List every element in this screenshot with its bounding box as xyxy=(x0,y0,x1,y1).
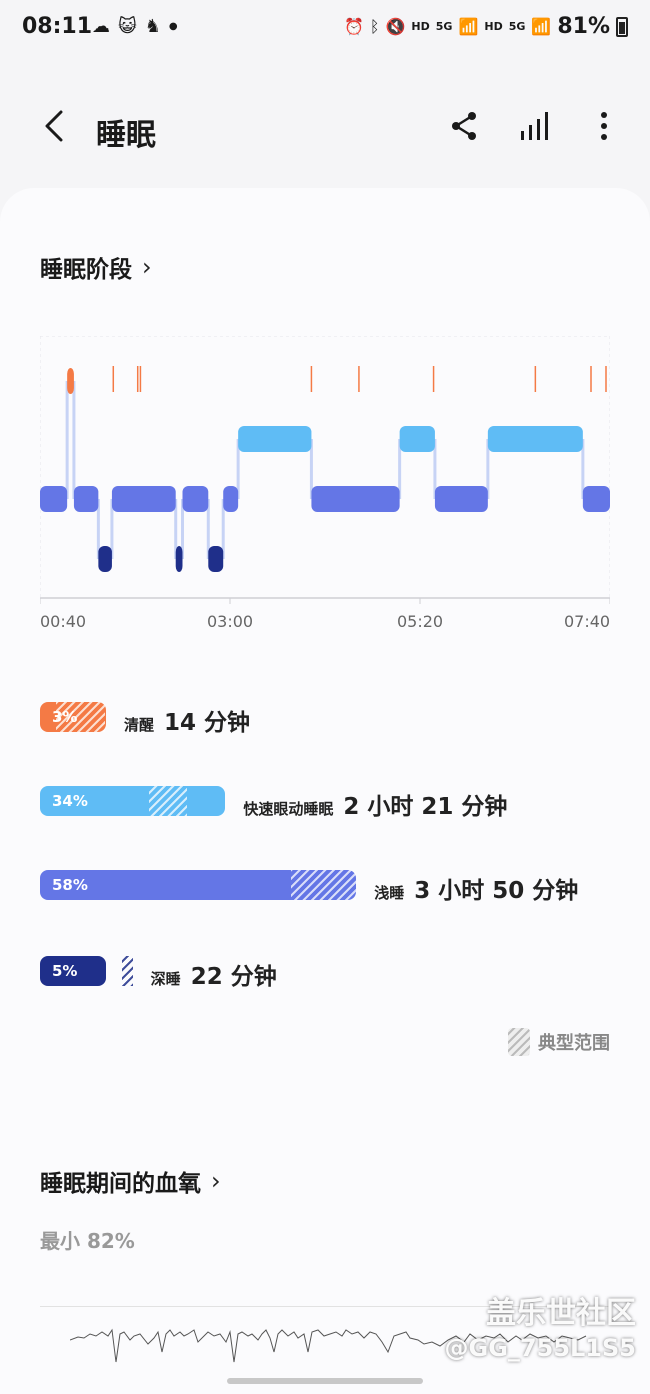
oxygen-chart-baseline xyxy=(40,1306,610,1307)
segment-浅睡 xyxy=(434,486,488,512)
min-oxygen: 最小 82% xyxy=(40,1229,135,1253)
battery-icon xyxy=(616,16,628,37)
stage-percent: 58% xyxy=(52,876,88,894)
sleep-stages-header[interactable]: 睡眠阶段 › xyxy=(40,250,152,284)
notification-icons: ☁ 😺 ♞ ● xyxy=(92,16,178,37)
hatch-swatch-icon xyxy=(508,1028,530,1056)
stage-row-rem: 34% 快速眼动睡眠 2 小时 21 分钟 xyxy=(40,786,630,821)
segment-浅睡 xyxy=(111,486,176,512)
segment-深睡 xyxy=(98,546,112,572)
stage-duration: 14 分钟 xyxy=(164,710,251,736)
figure-icon: ♞ xyxy=(144,16,161,37)
hypnogram-chart xyxy=(39,335,611,636)
stage-name: 浅睡 xyxy=(374,884,405,902)
segment-浅睡 xyxy=(40,486,68,512)
dot-icon: ● xyxy=(168,21,178,32)
sleep-stages-title: 睡眠阶段 xyxy=(40,257,132,283)
stage-label-deep: 深睡 22 分钟 xyxy=(151,957,277,991)
typical-range-hatch xyxy=(121,956,133,986)
stage-percent: 5% xyxy=(52,962,78,980)
stage-label-light: 浅睡 3 小时 50 分钟 xyxy=(374,871,578,905)
stage-row-light: 58% 浅睡 3 小时 50 分钟 xyxy=(40,870,630,905)
status-time: 08:11 xyxy=(22,14,93,39)
share-icon xyxy=(452,112,476,140)
segment-浅睡 xyxy=(311,486,400,512)
more-icon xyxy=(601,112,607,140)
stage-name: 深睡 xyxy=(150,970,181,988)
hypnogram-svg xyxy=(39,335,611,604)
stats-button[interactable] xyxy=(516,106,552,146)
chevron-right-icon: › xyxy=(142,253,152,281)
typical-range-label: 典型范围 xyxy=(538,1033,610,1054)
stage-bar-rem xyxy=(40,786,226,816)
network-tag-5g-1: 5G xyxy=(435,20,453,33)
app-bar: 睡眠 xyxy=(0,90,650,166)
segment-深睡 xyxy=(175,546,183,572)
share-button[interactable] xyxy=(446,106,482,146)
segment-快速眼动睡眠 xyxy=(487,426,583,452)
stage-duration: 2 小时 21 分钟 xyxy=(343,794,508,820)
bluetooth-icon: ᛒ xyxy=(369,17,380,36)
segment-深睡 xyxy=(208,546,224,572)
stage-duration: 3 小时 50 分钟 xyxy=(414,878,579,904)
gesture-bar[interactable] xyxy=(227,1378,423,1384)
chevron-right-icon: › xyxy=(211,1167,221,1195)
stage-name: 快速眼动睡眠 xyxy=(243,800,334,818)
more-options-button[interactable] xyxy=(586,106,622,146)
time-tick: 03:00 xyxy=(207,612,254,631)
back-arrow-icon xyxy=(45,110,63,142)
status-bar: 08:11 ☁ 😺 ♞ ● ⏰ ᛒ 🔇 HD 5G 📶 HD 5G 📶 81% xyxy=(0,0,650,58)
page-title: 睡眠 xyxy=(96,118,156,153)
network-tag-hd-1: HD xyxy=(411,20,430,33)
typical-range-hatch xyxy=(56,702,106,732)
mute-icon: 🔇 xyxy=(385,17,406,36)
time-tick: 00:40 xyxy=(40,612,87,631)
stage-percent: 34% xyxy=(52,792,88,810)
segment-浅睡 xyxy=(223,486,239,512)
segment-浅睡 xyxy=(73,486,99,512)
alarm-icon: ⏰ xyxy=(343,17,364,36)
oxygen-sparkline xyxy=(70,1328,587,1363)
blood-oxygen-title: 睡眠期间的血氧 xyxy=(40,1171,201,1197)
segment-清醒 xyxy=(67,368,74,394)
stage-label-awake: 清醒 14 分钟 xyxy=(124,703,250,737)
stage-row-deep: 5% 深睡 22 分钟 xyxy=(40,956,630,991)
typical-range-hatch xyxy=(149,786,188,816)
stage-bar-deep xyxy=(40,956,106,986)
cat-icon: 😺 xyxy=(118,16,137,37)
stage-name: 清醒 xyxy=(124,716,155,734)
typical-range-legend: 典型范围 xyxy=(508,1028,610,1056)
back-button[interactable] xyxy=(34,104,74,148)
system-icons: ⏰ ᛒ 🔇 HD 5G 📶 HD 5G 📶 81% xyxy=(344,14,628,39)
stage-label-rem: 快速眼动睡眠 2 小时 21 分钟 xyxy=(243,787,507,821)
segment-快速眼动睡眠 xyxy=(238,426,312,452)
time-axis: 00:40 03:00 05:20 07:40 xyxy=(40,612,620,636)
segment-浅睡 xyxy=(582,486,610,512)
watermark-line2: @GG_755L1S5 xyxy=(444,1334,636,1362)
segment-浅睡 xyxy=(182,486,209,512)
stage-duration: 22 分钟 xyxy=(190,964,277,990)
watermark: 盖乐世社区 @GG_755L1S5 xyxy=(445,1288,636,1362)
network-tag-5g-2: 5G xyxy=(508,20,526,33)
segment-快速眼动睡眠 xyxy=(399,426,435,452)
blood-oxygen-header[interactable]: 睡眠期间的血氧 › xyxy=(40,1164,221,1198)
time-tick: 07:40 xyxy=(564,612,611,631)
stage-row-awake: 3% 清醒 14 分钟 xyxy=(40,702,630,737)
signal-icon-2: 📶 xyxy=(531,17,552,36)
bar-chart-icon xyxy=(521,112,548,140)
cloud-icon: ☁ xyxy=(92,16,110,37)
typical-range-hatch xyxy=(290,870,357,900)
stage-percent: 3% xyxy=(52,708,78,726)
signal-icon: 📶 xyxy=(458,17,479,36)
network-tag-hd-2: HD xyxy=(484,20,503,33)
time-tick: 05:20 xyxy=(397,612,444,631)
watermark-line1: 盖乐世社区 xyxy=(486,1296,636,1331)
battery-percent: 81% xyxy=(557,14,610,39)
